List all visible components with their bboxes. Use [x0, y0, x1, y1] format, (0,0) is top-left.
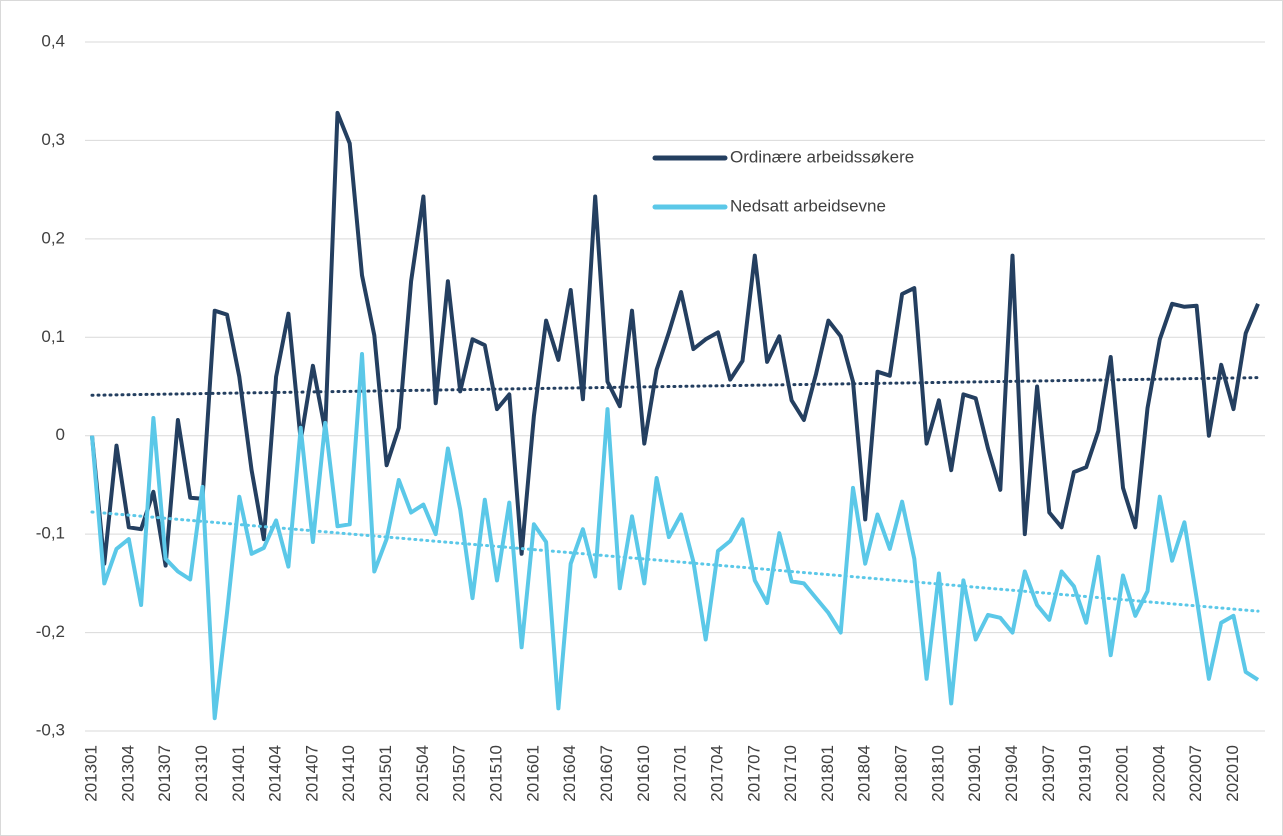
x-tick-label: 201310 [192, 745, 211, 802]
x-tick-label: 201810 [928, 745, 947, 802]
legend-label: Nedsatt arbeidsevne [730, 196, 886, 215]
x-tick-label: 201704 [707, 745, 726, 802]
x-tick-label: 201401 [229, 745, 248, 802]
x-tick-label: 201707 [744, 745, 763, 802]
x-tick-label: 201404 [266, 745, 285, 802]
x-tick-label: 201501 [376, 745, 395, 802]
x-tick-label: 201504 [413, 745, 432, 802]
x-tick-label: 201407 [302, 745, 321, 802]
y-tick-label: -0,2 [36, 622, 65, 641]
x-tick-label: 202007 [1186, 745, 1205, 802]
x-tick-label: 201301 [81, 745, 100, 802]
series-line [90, 352, 1260, 721]
x-tick-label: 202010 [1223, 745, 1242, 802]
trend-line [90, 376, 1260, 397]
x-tick-label: 201601 [523, 745, 542, 802]
x-tick-label: 201904 [1002, 745, 1021, 802]
y-tick-label: -0,3 [36, 720, 65, 739]
x-tick-label: 201804 [855, 745, 874, 802]
x-tick-label: 201910 [1076, 745, 1095, 802]
x-tick-label: 201604 [560, 745, 579, 802]
x-tick-label: 201801 [818, 745, 837, 802]
x-tick-label: 201901 [965, 745, 984, 802]
x-tick-label: 201610 [634, 745, 653, 802]
x-tick-label: 201710 [781, 745, 800, 802]
x-tick-label: 201907 [1039, 745, 1058, 802]
x-tick-label: 201701 [671, 745, 690, 802]
x-tick-label: 201507 [450, 745, 469, 802]
x-tick-label: 202004 [1149, 745, 1168, 802]
series-line [90, 110, 1260, 568]
x-tick-label: 202001 [1112, 745, 1131, 802]
y-tick-label: 0,2 [41, 228, 65, 247]
x-tick-label: 201410 [339, 745, 358, 802]
x-tick-label: 201510 [487, 745, 506, 802]
x-tick-label: 201307 [155, 745, 174, 802]
y-tick-label: 0 [56, 425, 65, 444]
x-tick-label: 201807 [892, 745, 911, 802]
y-tick-label: -0,1 [36, 524, 65, 543]
y-tick-label: 0,3 [41, 130, 65, 149]
y-tick-label: 0,1 [41, 327, 65, 346]
x-tick-label: 201607 [597, 745, 616, 802]
x-tick-label: 201304 [118, 745, 137, 802]
y-tick-label: 0,4 [41, 31, 65, 50]
legend-label: Ordinære arbeidssøkere [730, 147, 914, 166]
